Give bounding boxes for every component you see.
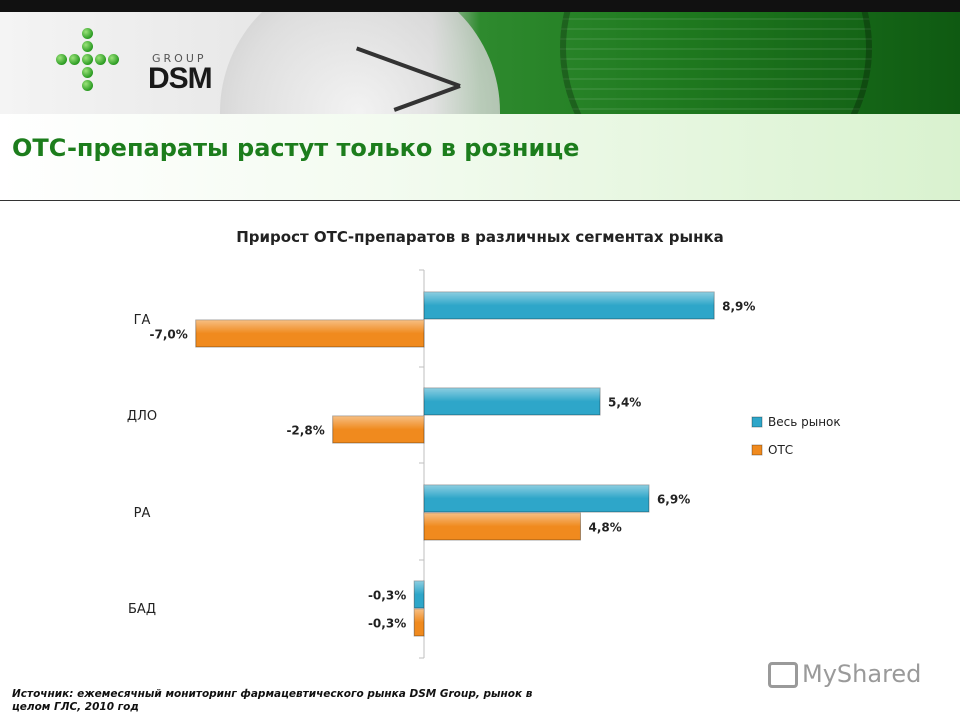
bar-highlight (424, 388, 601, 415)
page-title: OTC-препараты растут только в рознице (12, 134, 580, 162)
bar-highlight (424, 513, 581, 540)
legend-swatch (751, 416, 763, 428)
title-band (0, 114, 960, 201)
chart-title: Прирост ОТС-препаратов в различных сегме… (236, 228, 724, 246)
category-label: ДЛО (127, 409, 157, 424)
data-label: 6,9% (657, 493, 690, 507)
data-label: 8,9% (722, 300, 755, 314)
logo-dsm-text: DSM (148, 62, 213, 95)
legend-label: ОТС (768, 443, 793, 457)
top-bar (0, 0, 960, 12)
bar-highlight (414, 609, 424, 636)
dsm-logo: GROUP DSM (52, 28, 213, 98)
data-label: 5,4% (608, 396, 641, 410)
bar-highlight (195, 320, 424, 347)
bar-highlight (424, 292, 715, 319)
header-banner (0, 12, 960, 114)
clock-image-right (560, 12, 872, 114)
category-label: ГА (134, 313, 151, 328)
bar-highlight (414, 581, 424, 608)
bar-highlight (424, 485, 649, 512)
watermark: MyShared (768, 660, 921, 688)
clock-image-left (220, 12, 500, 114)
data-label: -7,0% (150, 328, 188, 342)
data-label: 4,8% (588, 521, 621, 535)
watermark-icon (768, 662, 798, 688)
watermark-text: MyShared (802, 660, 922, 688)
data-label: -2,8% (286, 424, 324, 438)
data-label: -0,3% (368, 617, 406, 631)
logo-group-text: GROUP (152, 52, 207, 65)
legend-label: Весь рынок (768, 415, 841, 429)
category-label: РА (134, 506, 151, 521)
category-label: БАД (128, 602, 156, 617)
data-label: -0,3% (368, 589, 406, 603)
source-note: Источник: ежемесячный мониторинг фармаце… (12, 688, 533, 713)
bar-highlight (332, 416, 424, 443)
legend-swatch (751, 444, 763, 456)
